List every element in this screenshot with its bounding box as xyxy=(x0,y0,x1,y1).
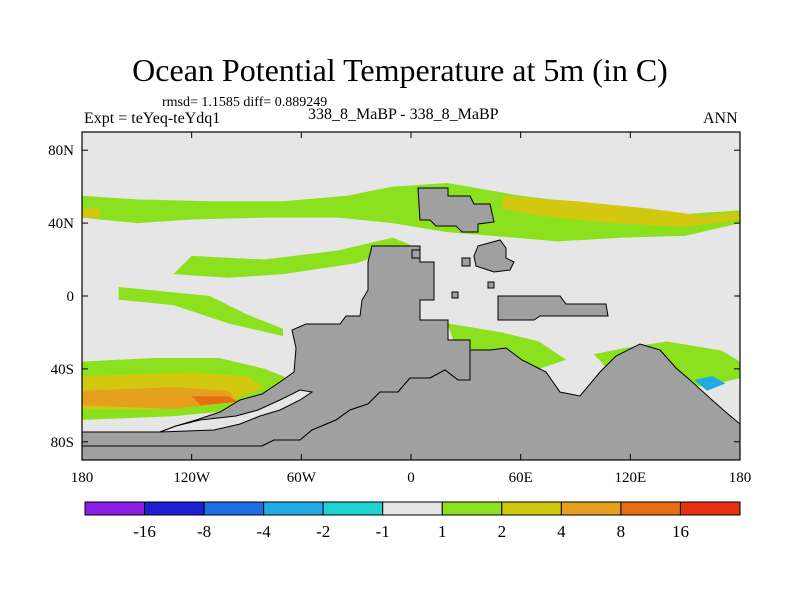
colorbar-label-2: -8 xyxy=(197,522,211,541)
y-tick-label-5: 80S xyxy=(51,435,74,451)
x-tick-label-1: 180 xyxy=(71,470,94,486)
colorbar-label-5: -1 xyxy=(376,522,390,541)
southern-white-patch xyxy=(159,389,314,433)
colorbar-swatch-2 xyxy=(144,501,205,516)
land-mass-east-strip xyxy=(497,295,609,321)
land-island-1 xyxy=(411,249,421,259)
y-tick-label-1: 80N xyxy=(48,143,74,159)
colorbar-label-1: -16 xyxy=(133,522,156,541)
anomaly-region-8 xyxy=(82,387,238,409)
anomaly-region-5 xyxy=(118,286,284,337)
colorbar-swatch-7 xyxy=(441,501,503,516)
experiment-label: Expt = teYeq-teYdq1 xyxy=(84,110,221,127)
land-mass-northeast xyxy=(473,239,515,273)
y-axis-ticks: 80N 40N 0 40S 80S xyxy=(48,143,740,451)
chart-title: Ocean Potential Temperature at 5m (in C) xyxy=(132,52,668,88)
colorbar-swatch-9 xyxy=(560,501,622,516)
colorbar-label-4: -2 xyxy=(316,522,330,541)
colorbar-swatch-5 xyxy=(322,501,384,516)
y-tick-label-3: 0 xyxy=(67,289,75,305)
anomaly-region-4 xyxy=(173,237,411,278)
x-tick-label-6: 120E xyxy=(614,470,646,486)
colorbar-swatch-11 xyxy=(679,501,741,516)
colorbar-swatch-10 xyxy=(620,501,681,516)
colorbar-label-10: 16 xyxy=(672,522,689,541)
anomaly-regions xyxy=(82,183,740,420)
y-tick-label-2: 40N xyxy=(48,216,74,232)
x-tick-label-2: 120W xyxy=(173,470,211,486)
colorbar-label-3: -4 xyxy=(257,522,272,541)
x-tick-label-5: 60E xyxy=(509,470,533,486)
x-tick-label-7: 180 xyxy=(729,470,752,486)
rmsd-diff-label: rmsd= 1.1585 diff= 0.889249 xyxy=(162,95,328,110)
case-comparison-label: 338_8_MaBP - 338_8_MaBP xyxy=(308,106,499,123)
land-masses xyxy=(82,187,740,460)
land-island-3 xyxy=(487,281,495,289)
x-tick-label-3: 60W xyxy=(287,470,317,486)
colorbar-swatch-4 xyxy=(263,501,324,516)
colorbar-label-9: 8 xyxy=(617,522,626,541)
colorbar-swatch-8 xyxy=(501,501,562,516)
anomaly-region-3 xyxy=(502,195,740,227)
land-mass-north xyxy=(417,187,495,233)
colorbar-label-6: 1 xyxy=(438,522,447,541)
colorbar-swatch-6 xyxy=(382,501,443,516)
anomaly-region-9 xyxy=(191,396,238,406)
anomaly-region-10 xyxy=(447,323,567,369)
anomaly-region-13 xyxy=(694,376,726,391)
colorbar-swatch-1 xyxy=(84,501,146,516)
colorbar: -16 -8 -4 -2 -1 1 2 4 8 16 xyxy=(84,501,741,541)
land-island-4 xyxy=(451,291,459,299)
season-label: ANN xyxy=(703,110,738,127)
anomaly-region-2 xyxy=(82,208,101,218)
land-island-2 xyxy=(461,257,471,267)
colorbar-label-8: 4 xyxy=(557,522,566,541)
x-axis-ticks: 180 120W 60W 0 60E 120E 180 xyxy=(71,132,752,486)
x-tick-label-4: 0 xyxy=(407,470,415,486)
y-tick-label-4: 40S xyxy=(51,362,74,378)
colorbar-label-7: 2 xyxy=(498,522,507,541)
anomaly-region-1 xyxy=(82,183,740,242)
land-mass-southeast xyxy=(82,343,740,460)
colorbar-swatch-3 xyxy=(203,501,265,516)
